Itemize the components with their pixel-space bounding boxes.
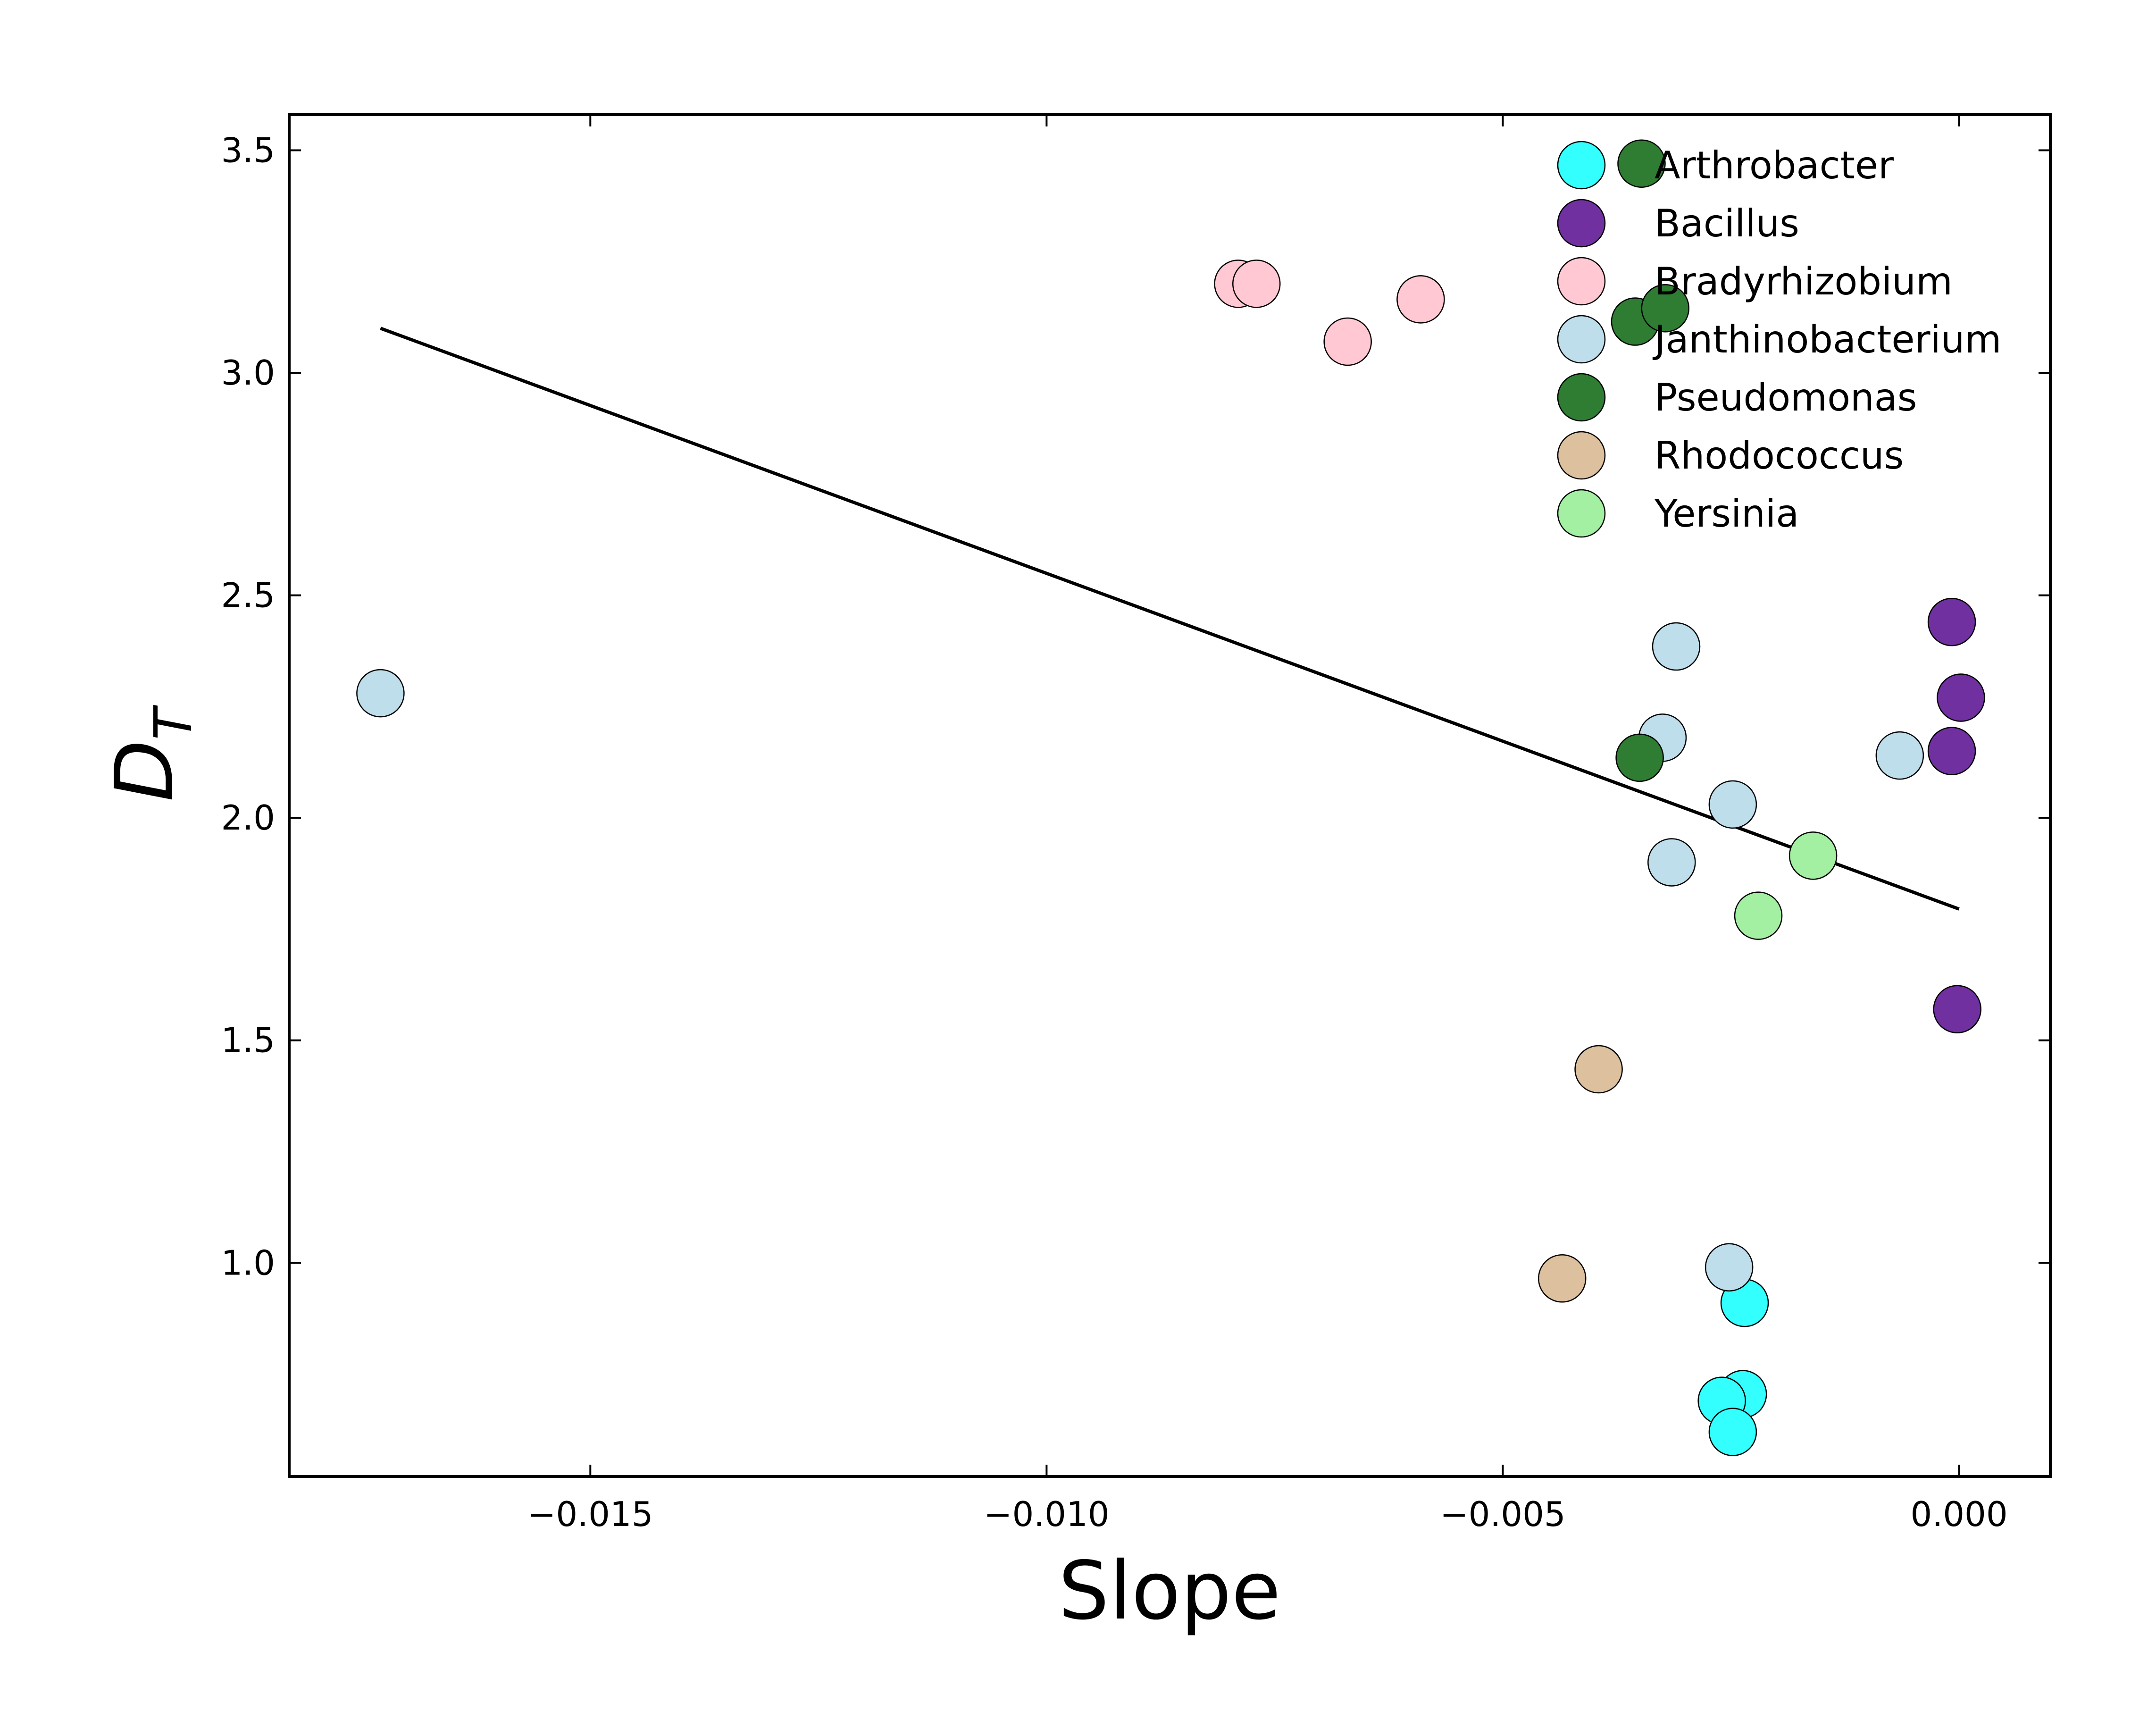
point-janthinobacterium-5 (1647, 838, 1696, 887)
legend-marker-janthinobacterium (1557, 315, 1606, 364)
point-bradyrhizobium-4 (1396, 275, 1445, 324)
x-tick-label: −0.015 (527, 1494, 653, 1534)
point-bacillus-3 (1927, 727, 1976, 775)
point-janthinobacterium-7 (1705, 1243, 1754, 1292)
trendline (380, 327, 1960, 911)
point-janthinobacterium-2 (1652, 622, 1701, 671)
point-janthinobacterium-4 (1708, 780, 1757, 829)
x-tick-label: −0.005 (1440, 1494, 1565, 1534)
legend-marker-bacillus (1557, 199, 1606, 248)
legend-label-pseudomonas: Pseudomonas (1655, 376, 1917, 419)
y-axis-title-subscript: T (143, 704, 203, 740)
point-yersinia-1 (1788, 831, 1838, 880)
legend-marker-pseudomonas (1557, 373, 1606, 422)
legend-marker-yersinia (1557, 489, 1606, 538)
y-axis-title: DT (98, 704, 203, 802)
point-bacillus-1 (1927, 597, 1976, 646)
legend-label-janthinobacterium: Janthinobacterium (1652, 318, 2001, 361)
x-axis-title: Slope (1058, 1544, 1281, 1638)
y-tick-label: 2.5 (221, 576, 275, 615)
point-janthinobacterium-6 (1875, 731, 1924, 780)
y-axis: 1.0 1.5 2.0 2.5 3.0 3.5 (221, 130, 2050, 1283)
point-bacillus-4 (1933, 985, 1981, 1033)
x-tick-label: −0.010 (984, 1494, 1109, 1534)
point-pseudomonas-3 (1641, 284, 1690, 333)
legend-marker-bradyrhizobium (1557, 257, 1606, 306)
point-rhodococcus-2 (1538, 1254, 1587, 1303)
point-bradyrhizobium-2 (1232, 260, 1281, 308)
legend: Arthrobacter Bacillus Bradyrhizobium Janthi… (1557, 141, 2001, 538)
point-bacillus-2 (1937, 673, 1985, 722)
y-tick-label: 1.5 (221, 1021, 275, 1060)
y-axis-title-base: D (98, 740, 192, 802)
legend-marker-rhodococcus (1557, 431, 1606, 480)
legend-marker-arthrobacter (1557, 141, 1606, 190)
y-tick-label: 1.0 (221, 1243, 275, 1283)
x-axis: −0.015 −0.010 −0.005 0.000 (527, 115, 2008, 1534)
legend-label-arthrobacter: Arthrobacter (1655, 143, 1894, 187)
point-janthinobacterium-1 (356, 669, 405, 718)
plot-area (356, 139, 1985, 1456)
y-tick-label: 3.5 (221, 130, 275, 170)
point-pseudomonas-1 (1617, 139, 1666, 188)
y-tick-label: 2.0 (221, 798, 275, 838)
point-pseudomonas-4 (1615, 733, 1664, 782)
point-rhodococcus-1 (1574, 1045, 1623, 1094)
point-yersinia-2 (1734, 891, 1783, 940)
legend-label-bacillus: Bacillus (1655, 201, 1799, 245)
legend-label-yersinia: Yersinia (1654, 492, 1799, 536)
legend-label-bradyrhizobium: Bradyrhizobium (1655, 260, 1953, 303)
y-tick-label: 3.0 (221, 353, 275, 393)
legend-label-rhodococcus: Rhodococcus (1655, 434, 1904, 478)
point-bradyrhizobium-3 (1323, 317, 1372, 366)
x-tick-label: 0.000 (1911, 1494, 2008, 1534)
plot-frame (288, 113, 2052, 1478)
point-arthrobacter-4 (1708, 1408, 1757, 1456)
